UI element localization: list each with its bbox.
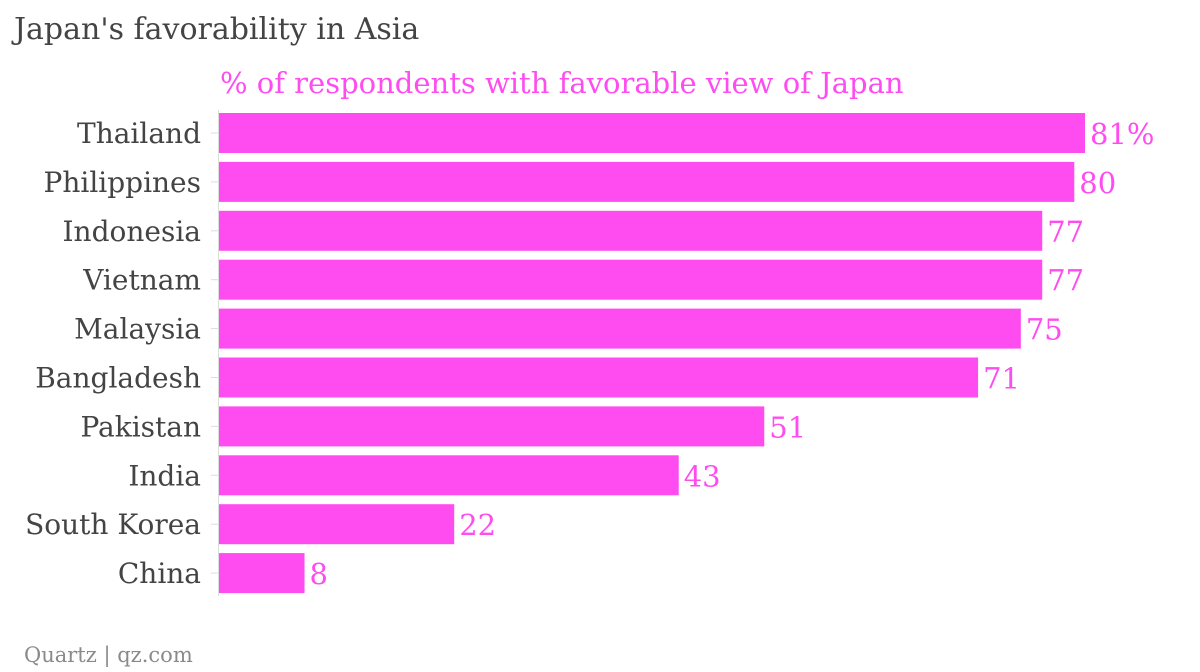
value-label: 75 bbox=[1026, 313, 1063, 347]
category-label: Vietnam bbox=[82, 264, 201, 297]
category-label: China bbox=[118, 557, 201, 590]
bar bbox=[219, 455, 679, 496]
value-label: 71 bbox=[983, 362, 1020, 396]
category-label: Malaysia bbox=[74, 313, 201, 346]
bar bbox=[219, 161, 1075, 202]
source-note: Quartz | qz.com bbox=[24, 643, 193, 667]
category-label: Philippines bbox=[43, 166, 201, 199]
category-label: Indonesia bbox=[63, 215, 202, 248]
bar bbox=[219, 406, 765, 447]
value-label: 77 bbox=[1047, 215, 1084, 249]
bars-group: Thailand 81% Philippines 80 Indonesia 77 Vietn… bbox=[25, 110, 1154, 597]
chart-subtitle: % of respondents with favorable view of … bbox=[220, 66, 904, 100]
category-label: South Korea bbox=[25, 508, 201, 541]
value-label: 80 bbox=[1079, 166, 1116, 200]
bar bbox=[219, 553, 305, 594]
value-label: 77 bbox=[1047, 264, 1084, 298]
value-label: 8 bbox=[310, 557, 328, 591]
category-label: Bangladesh bbox=[35, 362, 201, 395]
category-label: Thailand bbox=[77, 117, 201, 150]
value-label: 51 bbox=[769, 410, 806, 444]
category-label: Pakistan bbox=[80, 410, 201, 443]
bar bbox=[219, 259, 1043, 300]
bar bbox=[219, 357, 979, 398]
value-label: 81% bbox=[1090, 117, 1154, 151]
bar bbox=[219, 113, 1085, 153]
bar bbox=[219, 308, 1021, 349]
category-label: India bbox=[128, 459, 201, 492]
value-label: 22 bbox=[459, 508, 496, 542]
bar bbox=[219, 210, 1043, 251]
chart-title: Japan's favorability in Asia bbox=[14, 12, 420, 47]
value-label: 43 bbox=[684, 459, 721, 493]
bar bbox=[219, 504, 455, 545]
